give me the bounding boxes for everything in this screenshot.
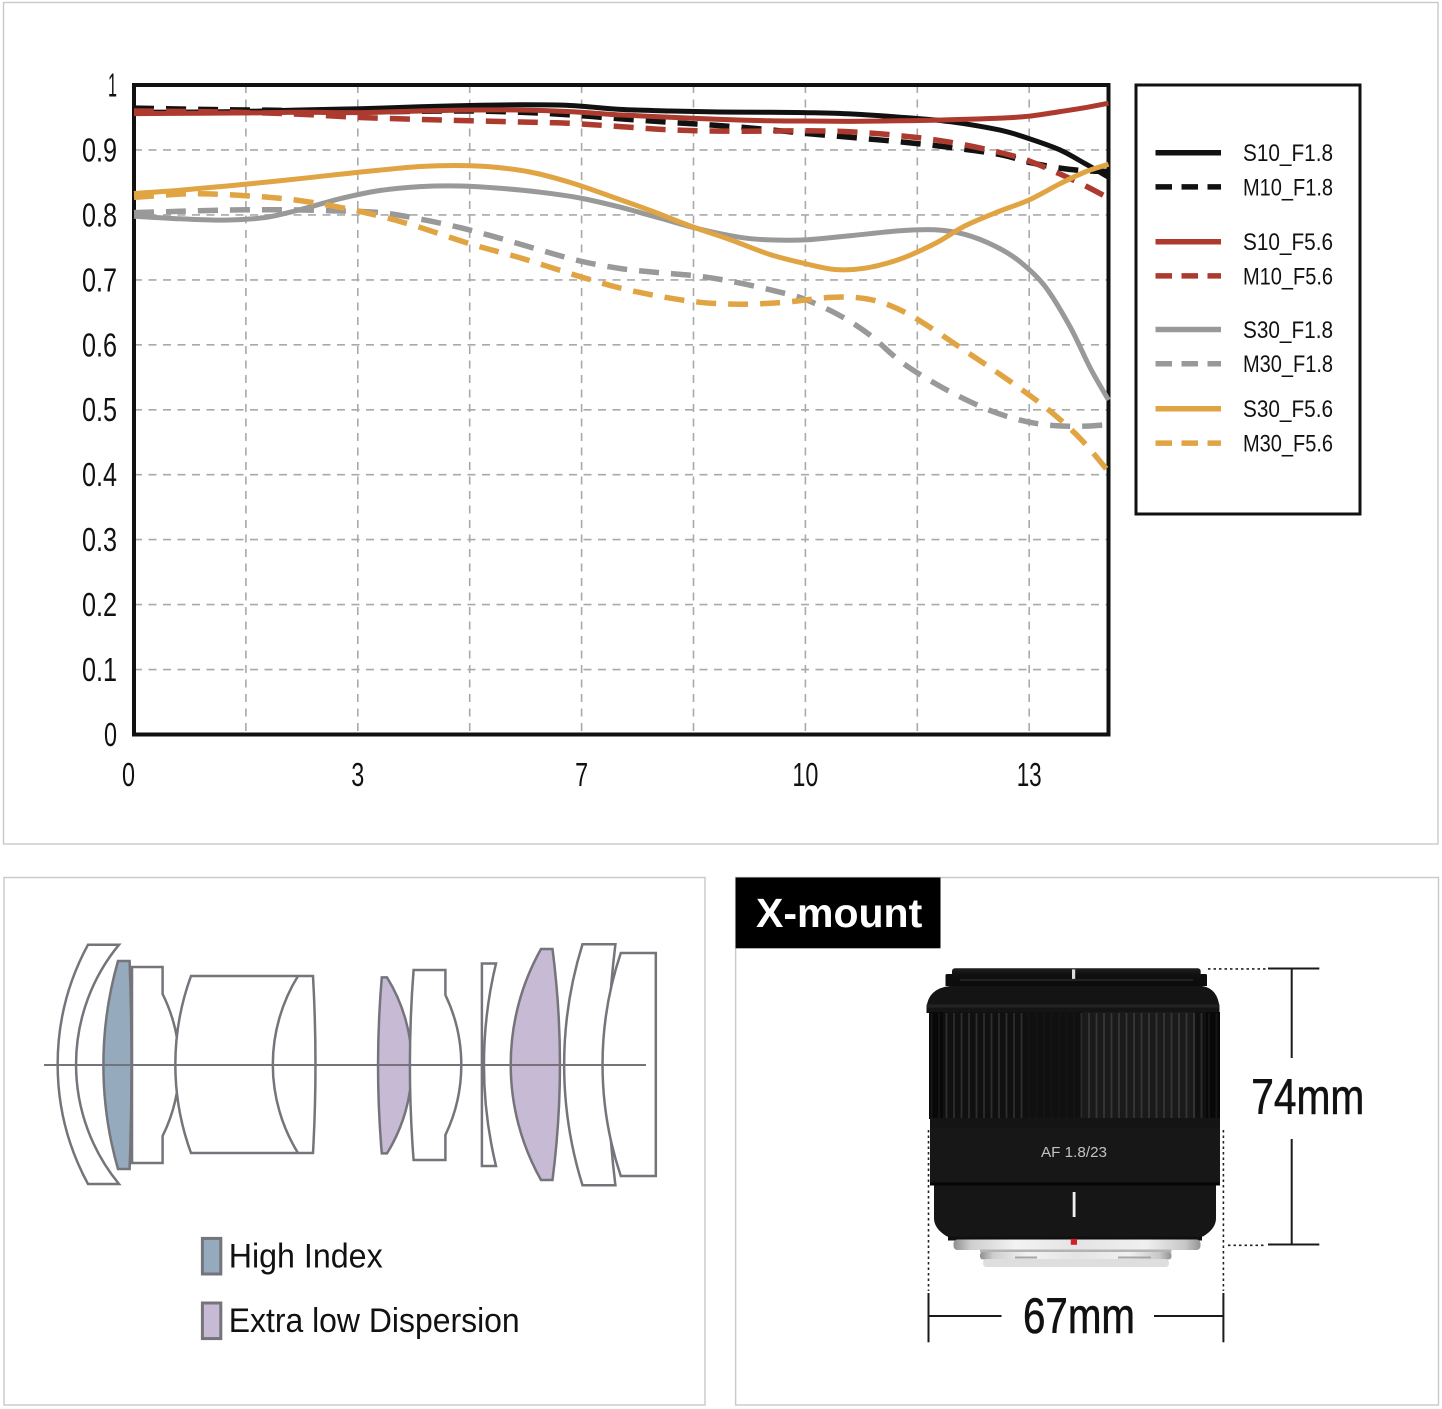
svg-text:67mm: 67mm — [1023, 1288, 1135, 1344]
svg-text:1: 1 — [108, 67, 117, 104]
svg-text:High Index: High Index — [229, 1238, 383, 1276]
svg-text:0.4: 0.4 — [82, 456, 117, 493]
svg-text:3: 3 — [351, 756, 364, 793]
svg-text:0: 0 — [104, 716, 117, 753]
svg-text:S30_F5.6: S30_F5.6 — [1243, 396, 1333, 423]
svg-text:S10_F1.8: S10_F1.8 — [1243, 140, 1333, 167]
svg-text:AF 1.8/23: AF 1.8/23 — [1041, 1144, 1107, 1161]
svg-text:74mm: 74mm — [1251, 1069, 1364, 1125]
svg-text:Extra low Dispersion: Extra low Dispersion — [229, 1302, 520, 1340]
svg-text:0.9: 0.9 — [82, 131, 117, 168]
svg-text:0.3: 0.3 — [82, 521, 117, 558]
svg-text:M30_F5.6: M30_F5.6 — [1243, 431, 1333, 458]
svg-text:M30_F1.8: M30_F1.8 — [1243, 351, 1333, 378]
svg-text:10: 10 — [792, 756, 818, 793]
svg-text:7: 7 — [575, 756, 588, 793]
svg-text:0.5: 0.5 — [82, 391, 117, 428]
svg-text:0: 0 — [122, 756, 135, 793]
svg-text:M10_F5.6: M10_F5.6 — [1243, 263, 1333, 290]
svg-text:0.1: 0.1 — [82, 651, 117, 688]
svg-text:0.8: 0.8 — [82, 196, 117, 233]
svg-text:S30_F1.8: S30_F1.8 — [1243, 317, 1333, 344]
svg-text:0.2: 0.2 — [82, 586, 117, 623]
svg-text:S10_F5.6: S10_F5.6 — [1243, 229, 1333, 256]
svg-text:X-mount: X-mount — [756, 890, 923, 936]
svg-text:0.6: 0.6 — [82, 326, 117, 363]
svg-text:M10_F1.8: M10_F1.8 — [1243, 174, 1333, 201]
svg-text:13: 13 — [1017, 756, 1042, 793]
svg-text:0.7: 0.7 — [82, 261, 117, 298]
